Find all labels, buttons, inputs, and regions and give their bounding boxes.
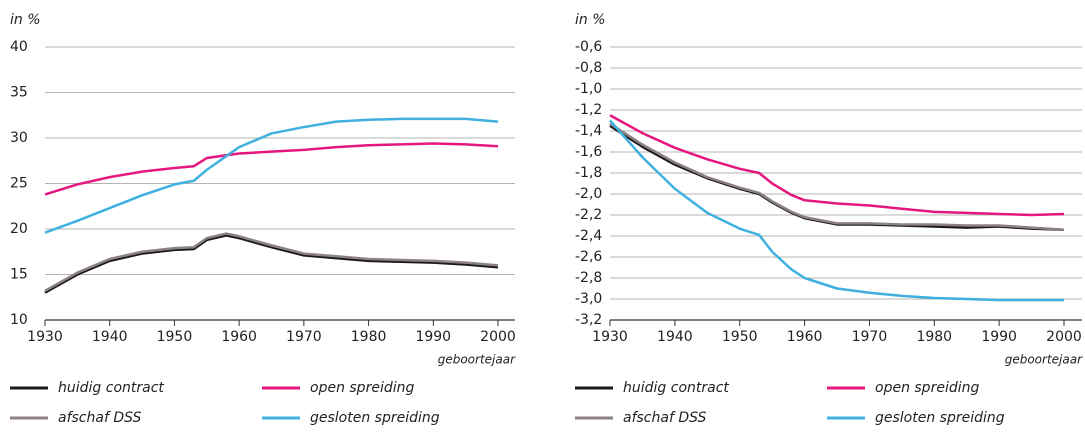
y-axis-label: in %	[575, 12, 606, 28]
line-series	[609, 122, 1065, 231]
y-tick-label: 10	[10, 312, 28, 328]
legend-label: afschaf DSS	[623, 410, 706, 426]
y-tick-label: -1,4	[575, 123, 602, 139]
y-tick-label: 30	[10, 130, 28, 146]
x-tick-label: 1960	[221, 329, 257, 345]
x-tick-label: 2000	[1046, 329, 1082, 345]
line-series	[44, 234, 499, 294]
line-series	[44, 117, 499, 234]
legend-label: gesloten spreiding	[875, 410, 1005, 426]
x-tick-label: 1950	[157, 329, 193, 345]
line-series	[44, 142, 499, 196]
legend-label: huidig contract	[623, 380, 729, 396]
x-tick-label: 1960	[787, 329, 823, 345]
legend-label: open spreiding	[310, 380, 414, 396]
x-axis-label: geboortejaar	[1005, 353, 1083, 367]
x-tick-label: 1990	[415, 329, 451, 345]
line-series	[44, 232, 499, 292]
y-tick-label: -2,4	[575, 228, 602, 244]
x-axis-label: geboortejaar	[438, 353, 516, 367]
y-tick-label: 25	[10, 176, 28, 192]
x-tick-label: 1970	[852, 329, 888, 345]
y-tick-label: -1,6	[575, 144, 602, 160]
x-tick-label: 1950	[722, 329, 758, 345]
y-tick-label: -0,6	[575, 39, 602, 55]
y-tick-label: -2,8	[575, 270, 602, 286]
y-tick-label: -1,2	[575, 102, 602, 118]
line-series	[609, 114, 1065, 217]
legend-label: open spreiding	[875, 380, 979, 396]
legend-label: huidig contract	[58, 380, 164, 396]
y-tick-label: -1,8	[575, 165, 602, 181]
y-tick-label: 20	[10, 221, 28, 237]
x-tick-label: 1980	[916, 329, 952, 345]
y-tick-label: -0,8	[575, 60, 602, 76]
x-tick-label: 1930	[27, 329, 63, 345]
line-series	[609, 119, 1064, 302]
x-tick-label: 1940	[657, 329, 693, 345]
y-tick-label: -3,0	[575, 291, 602, 307]
x-tick-label: 1940	[92, 329, 128, 345]
y-axis-label: in %	[10, 12, 41, 28]
legend-label: afschaf DSS	[58, 410, 141, 426]
y-tick-label: 40	[10, 39, 28, 55]
y-tick-label: -2,0	[575, 186, 602, 202]
y-tick-label: -3,2	[575, 312, 602, 328]
x-tick-label: 1980	[351, 329, 387, 345]
y-tick-label: 35	[10, 85, 28, 101]
x-tick-label: 1990	[981, 329, 1017, 345]
y-tick-label: 15	[10, 267, 28, 283]
y-tick-label: -2,2	[575, 207, 602, 223]
y-tick-label: -1,0	[575, 81, 602, 97]
legend-label: gesloten spreiding	[310, 410, 440, 426]
x-tick-label: 2000	[480, 329, 516, 345]
x-tick-label: 1930	[592, 329, 628, 345]
y-tick-label: -2,6	[575, 249, 602, 265]
x-tick-label: 1970	[286, 329, 322, 345]
